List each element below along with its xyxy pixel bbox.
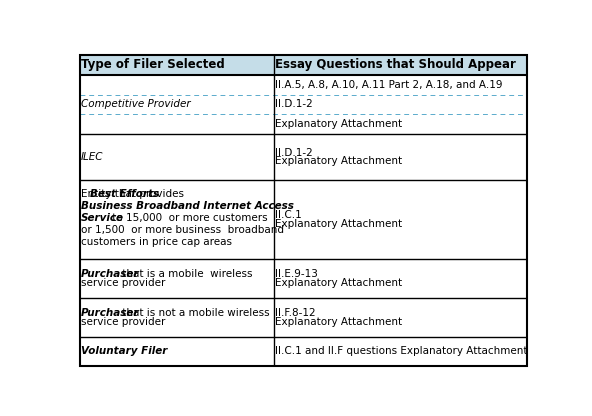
Text: Explanatory Attachment: Explanatory Attachment [275, 219, 403, 229]
Text: II.C.1 and II.F questions Explanatory Attachment: II.C.1 and II.F questions Explanatory At… [275, 347, 528, 357]
Text: Competitive Provider: Competitive Provider [81, 99, 191, 109]
Text: II.D.1-2: II.D.1-2 [275, 148, 313, 158]
Text: II.E.9-13: II.E.9-13 [275, 269, 318, 279]
Text: Purchaser: Purchaser [81, 308, 140, 318]
Text: Explanatory Attachment: Explanatory Attachment [275, 119, 403, 129]
Bar [80, 54, 527, 75]
Text: Business Broadband Internet Access: Business Broadband Internet Access [81, 201, 294, 211]
Text: Explanatory Attachment: Explanatory Attachment [275, 278, 403, 288]
Text: II.D.1-2: II.D.1-2 [275, 99, 313, 109]
Text: customers in price cap areas: customers in price cap areas [81, 237, 232, 247]
Text: service provider: service provider [81, 317, 166, 327]
Text: that is not a mobile wireless: that is not a mobile wireless [120, 308, 270, 318]
Text: Purchaser: Purchaser [81, 269, 140, 279]
Text: Type of Filer Selected: Type of Filer Selected [81, 58, 225, 72]
Text: II.A.5, A.8, A.10, A.11 Part 2, A.18, and A.19: II.A.5, A.8, A.10, A.11 Part 2, A.18, an… [275, 80, 503, 90]
Text: Explanatory Attachment: Explanatory Attachment [275, 156, 403, 166]
Text: that is a mobile  wireless: that is a mobile wireless [120, 269, 253, 279]
Text: II.C.1: II.C.1 [275, 210, 302, 220]
Text: Best Efforts: Best Efforts [91, 189, 160, 200]
Text: to 15,000  or more customers: to 15,000 or more customers [109, 213, 267, 223]
Text: or 1,500  or more business  broadband: or 1,500 or more business broadband [81, 225, 284, 235]
Text: Explanatory Attachment: Explanatory Attachment [275, 317, 403, 327]
Text: Entity that provides: Entity that provides [81, 189, 188, 200]
Text: service provider: service provider [81, 278, 166, 288]
Text: Service: Service [81, 213, 124, 223]
Text: II.F.8-12: II.F.8-12 [275, 308, 316, 318]
Text: ILEC: ILEC [81, 152, 104, 162]
Text: Voluntary Filer: Voluntary Filer [81, 347, 168, 357]
Text: Essay Questions that Should Appear: Essay Questions that Should Appear [275, 58, 516, 72]
